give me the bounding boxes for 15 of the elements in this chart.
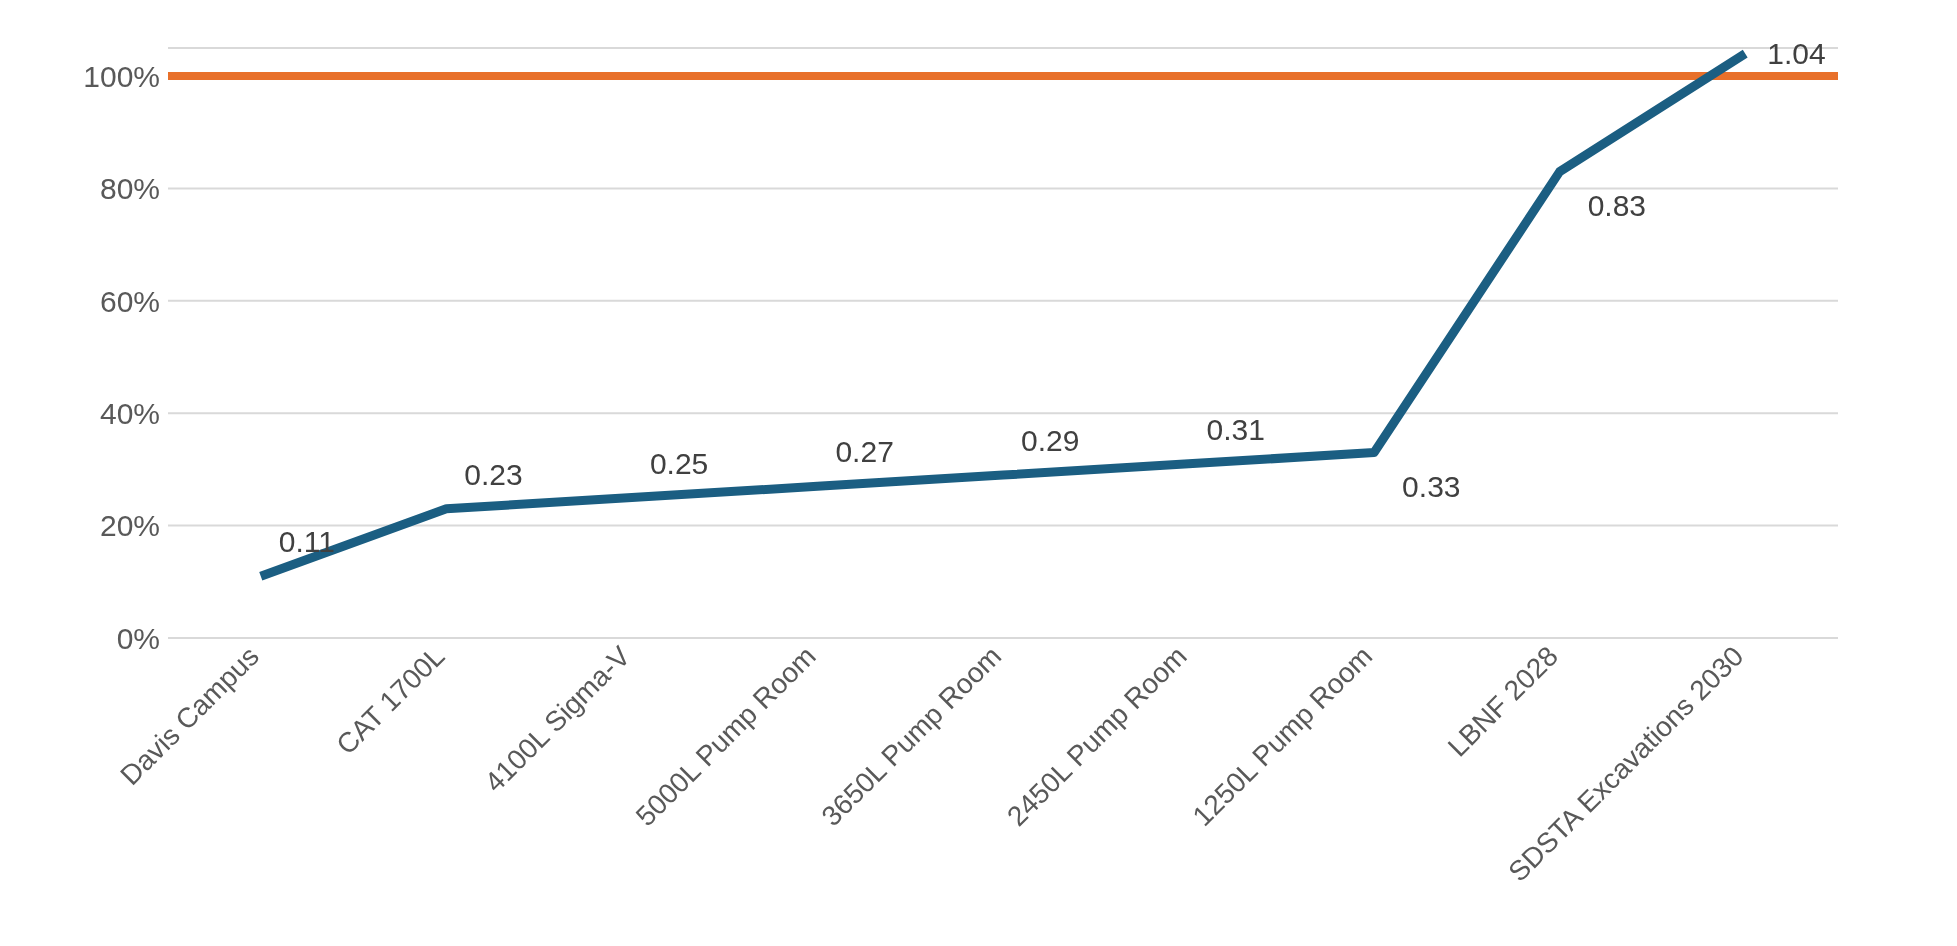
data-label: 0.29 <box>1021 424 1080 458</box>
data-label: 0.11 <box>278 525 335 559</box>
y-tick-label: 40% <box>99 396 160 430</box>
y-tick-label: 80% <box>99 172 160 206</box>
data-label: 0.23 <box>464 457 523 491</box>
data-label: 0.31 <box>1206 412 1265 446</box>
data-label: 0.33 <box>1402 469 1461 503</box>
data-label: 0.27 <box>835 435 894 469</box>
y-tick-label: 0% <box>116 621 160 655</box>
y-tick-label: 100% <box>83 59 160 93</box>
y-tick-label: 20% <box>99 509 160 543</box>
data-label: 1.04 <box>1767 36 1826 70</box>
y-tick-label: 60% <box>99 284 160 318</box>
data-label: 0.25 <box>649 446 709 480</box>
data-label: 0.83 <box>1587 188 1647 222</box>
